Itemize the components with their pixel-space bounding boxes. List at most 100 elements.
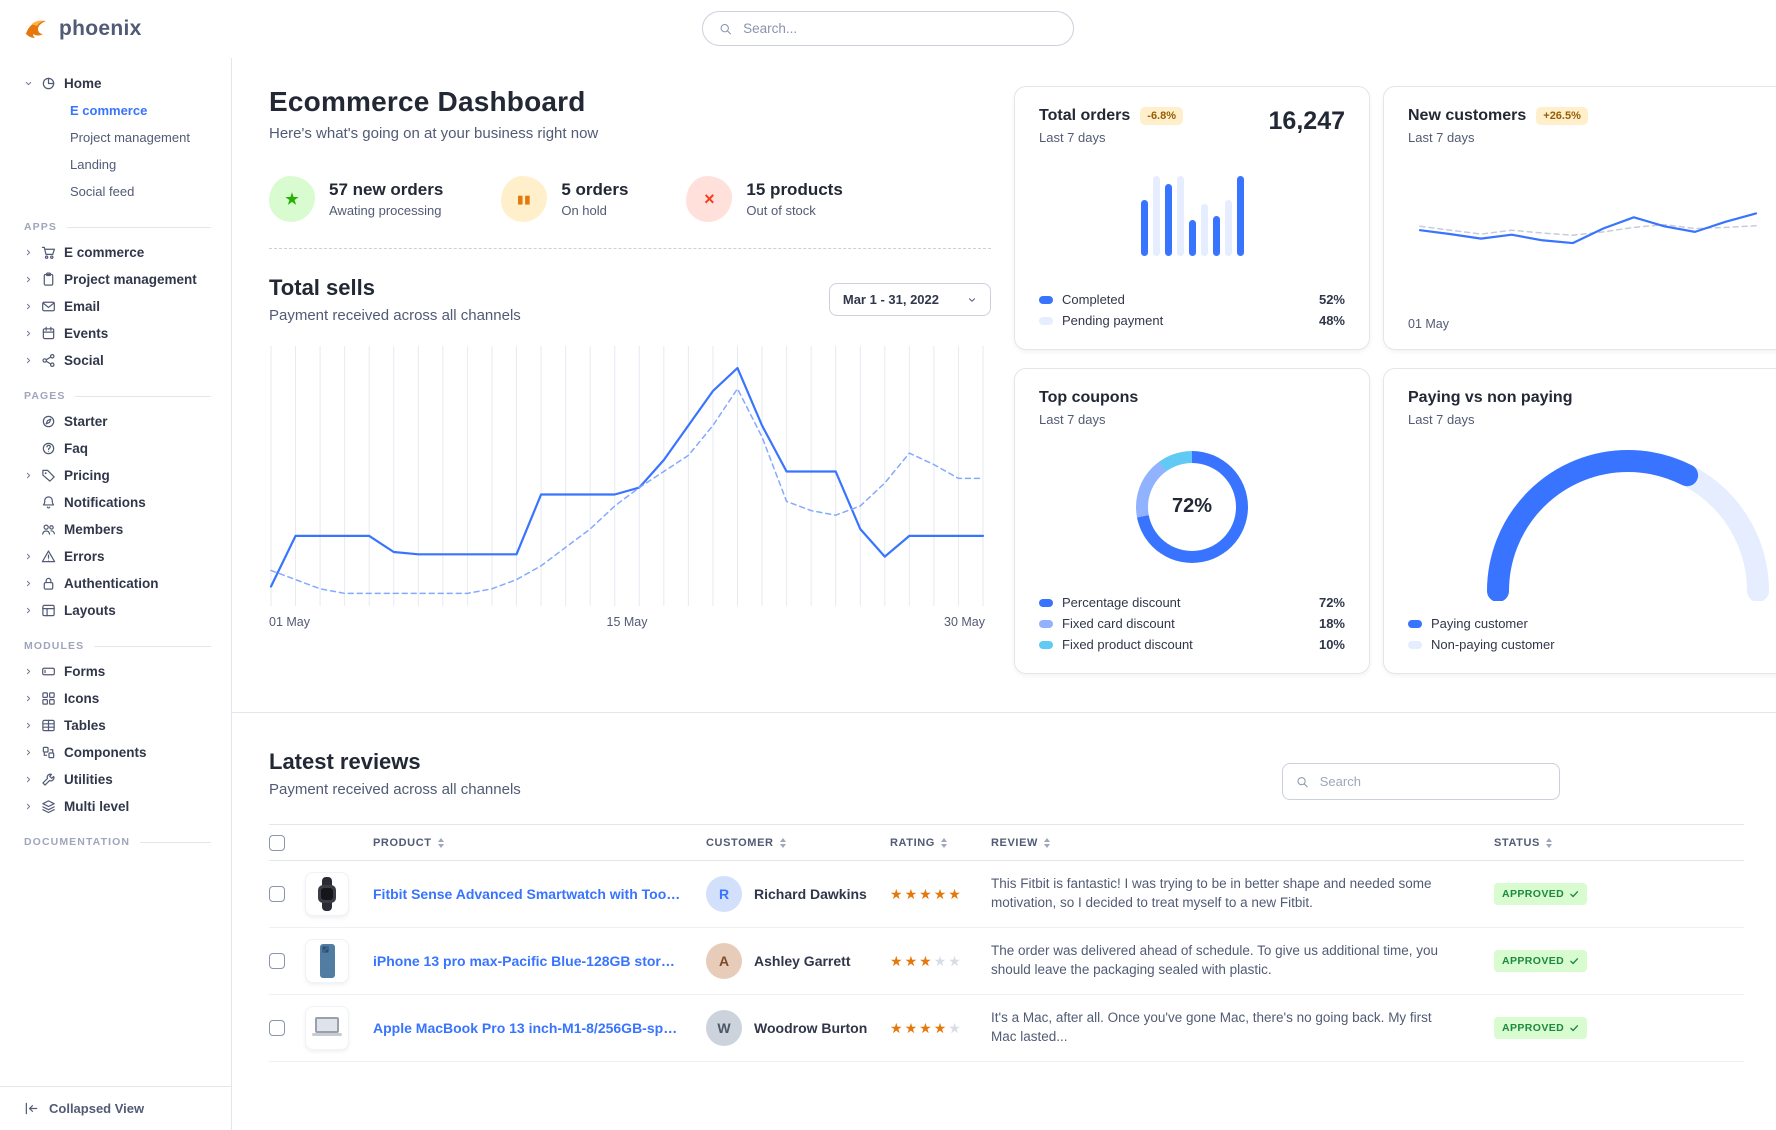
- check-icon: [1569, 956, 1579, 966]
- review-text: This Fitbit is fantastic! I was trying t…: [991, 876, 1432, 910]
- users-icon: [41, 522, 56, 537]
- status-badge: APPROVED: [1494, 883, 1588, 905]
- legend-item: Pending payment 48%: [1039, 310, 1345, 331]
- sidebar-item-starter[interactable]: Starter: [0, 408, 231, 435]
- sidebar-item-e-commerce[interactable]: E commerce: [70, 103, 148, 118]
- search-icon: [1296, 775, 1309, 789]
- sidebar-item-events[interactable]: Events: [0, 320, 231, 347]
- total-orders-card: Total orders -6.8% Last 7 days 16,247 Co…: [1014, 86, 1370, 350]
- sidebar-item-landing[interactable]: Landing: [70, 157, 117, 172]
- tag-icon: [41, 468, 56, 483]
- product-thumbnail[interactable]: [305, 872, 349, 916]
- product-link[interactable]: Apple MacBook Pro 13 inch-M1-8/256GB-spa…: [373, 1020, 687, 1036]
- sidebar-item-multi-level[interactable]: Multi level: [0, 793, 231, 820]
- chevron-right-icon: [24, 302, 33, 311]
- legend-item: Fixed product discount 10%: [1039, 634, 1345, 655]
- sidebar-item-project-management-app[interactable]: Project management: [0, 266, 231, 293]
- latest-reviews-section: Latest reviews Payment received across a…: [232, 713, 1776, 1062]
- reviews-title: Latest reviews: [269, 749, 421, 774]
- sidebar-item-social[interactable]: Social: [0, 347, 231, 374]
- chevron-down-icon: [967, 295, 977, 305]
- chevron-right-icon: [24, 694, 33, 703]
- row-checkbox[interactable]: [269, 953, 285, 969]
- section-label-pages: PAGES: [24, 390, 211, 402]
- legend-item: Percentage discount 72%: [1039, 592, 1345, 613]
- column-header-product[interactable]: PRODUCT: [373, 837, 706, 849]
- table-icon: [41, 718, 56, 733]
- chevron-right-icon: [24, 552, 33, 561]
- legend-item: Completed 52%: [1039, 289, 1345, 310]
- stats-row: ★ 57 new orders Awating processing ▮▮ 5 …: [269, 176, 991, 249]
- stat-new-orders: ★ 57 new orders Awating processing: [269, 176, 443, 222]
- compass-icon: [41, 414, 56, 429]
- avatar: A: [706, 943, 742, 979]
- stat-orders-on-hold: ▮▮ 5 orders On hold: [501, 176, 628, 222]
- dashboard-section: Ecommerce Dashboard Here's what's going …: [232, 58, 1776, 713]
- column-header-customer[interactable]: CUSTOMER: [706, 837, 890, 849]
- row-checkbox[interactable]: [269, 886, 285, 902]
- pause-icon: ▮▮: [501, 176, 548, 222]
- chevron-right-icon: [24, 606, 33, 615]
- sort-icon: [940, 837, 947, 848]
- customer-cell: R Richard Dawkins: [706, 876, 890, 912]
- table-header: PRODUCT CUSTOMER RATING REVIEW: [269, 824, 1744, 861]
- global-search-input[interactable]: [741, 20, 1057, 37]
- sidebar-item-forms[interactable]: Forms: [0, 658, 231, 685]
- brand-logo[interactable]: phoenix: [0, 15, 232, 43]
- chevron-down-icon: [24, 79, 33, 88]
- collapse-view-toggle[interactable]: Collapsed View: [0, 1086, 231, 1130]
- table-row: Fitbit Sense Advanced Smartwatch with To…: [269, 861, 1744, 928]
- check-icon: [1569, 1023, 1579, 1033]
- row-checkbox[interactable]: [269, 1020, 285, 1036]
- sidebar-item-utilities[interactable]: Utilities: [0, 766, 231, 793]
- sidebar-item-components[interactable]: Components: [0, 739, 231, 766]
- sidebar-item-icons[interactable]: Icons: [0, 685, 231, 712]
- iphone-image: [320, 944, 335, 978]
- product-link[interactable]: iPhone 13 pro max-Pacific Blue-128GB sto…: [373, 953, 685, 969]
- global-search[interactable]: [702, 11, 1074, 46]
- column-header-review[interactable]: REVIEW: [991, 837, 1494, 849]
- status-badge: APPROVED: [1494, 1017, 1588, 1039]
- date-range-select[interactable]: Mar 1 - 31, 2022: [828, 283, 991, 316]
- sidebar-item-layouts[interactable]: Layouts: [0, 597, 231, 624]
- layout-icon: [41, 603, 56, 618]
- sidebar-item-tables[interactable]: Tables: [0, 712, 231, 739]
- search-icon: [719, 22, 732, 36]
- sidebar-item-social-feed[interactable]: Social feed: [70, 184, 135, 199]
- column-header-status[interactable]: STATUS: [1494, 837, 1744, 849]
- macbook-image: [312, 1017, 342, 1036]
- sidebar-item-project-management[interactable]: Project management: [70, 130, 190, 145]
- sidebar-item-home[interactable]: Home: [0, 70, 231, 97]
- rating-stars: ★★★★★: [890, 885, 963, 902]
- chevron-right-icon: [24, 356, 33, 365]
- new-customers-chart: [1418, 212, 1758, 245]
- product-thumbnail[interactable]: [305, 1006, 349, 1050]
- sidebar-item-faq[interactable]: Faq: [0, 435, 231, 462]
- select-all-checkbox[interactable]: [269, 834, 285, 851]
- sidebar-item-ecommerce-app[interactable]: E commerce: [0, 239, 231, 266]
- reviews-search[interactable]: [1282, 763, 1560, 800]
- sidebar-item-email[interactable]: Email: [0, 293, 231, 320]
- chevron-right-icon: [24, 802, 33, 811]
- column-header-rating[interactable]: RATING: [890, 837, 991, 849]
- sidebar-item-members[interactable]: Members: [0, 516, 231, 543]
- sidebar-item-errors[interactable]: Errors: [0, 543, 231, 570]
- cart-icon: [41, 245, 56, 260]
- stat-out-of-stock: × 15 products Out of stock: [686, 176, 843, 222]
- trend-badge: +26.5%: [1536, 107, 1588, 125]
- icons-grid-icon: [41, 691, 56, 706]
- review-text: It's a Mac, after all. Once you've gone …: [991, 1010, 1432, 1044]
- chevron-right-icon: [24, 579, 33, 588]
- product-link[interactable]: Fitbit Sense Advanced Smartwatch with To…: [373, 886, 706, 902]
- sidebar-item-pricing[interactable]: Pricing: [0, 462, 231, 489]
- chevron-right-icon: [24, 775, 33, 784]
- reviews-search-input[interactable]: [1317, 773, 1546, 790]
- product-thumbnail[interactable]: [305, 939, 349, 983]
- section-label-documentation: DOCUMENTATION: [24, 836, 211, 848]
- rating-stars: ★★★★★: [890, 1019, 963, 1036]
- top-header: phoenix: [0, 0, 1776, 58]
- sidebar: Home E commerce Project management Landi…: [0, 58, 232, 1130]
- question-icon: [41, 441, 56, 456]
- sidebar-item-authentication[interactable]: Authentication: [0, 570, 231, 597]
- sidebar-item-notifications[interactable]: Notifications: [0, 489, 231, 516]
